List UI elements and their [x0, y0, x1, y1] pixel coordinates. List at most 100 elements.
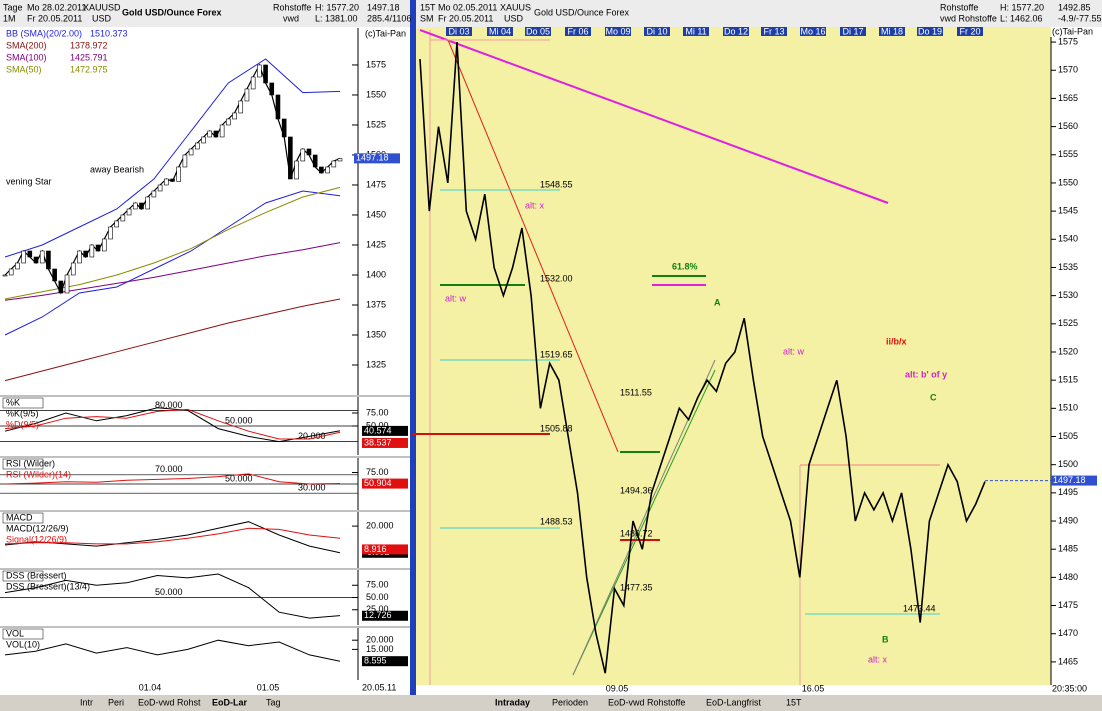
candle: [331, 160, 337, 168]
candle: [232, 112, 237, 120]
level-label: 50.000: [225, 415, 253, 425]
header-text: Rohstoffe: [273, 2, 311, 12]
y-tick-label: 50.00: [366, 592, 389, 602]
date-label: 01.05: [257, 682, 280, 692]
y-tick-label: 75.00: [366, 467, 389, 477]
series-name: Signal(12/26/9): [6, 534, 67, 544]
annotation: alt: x: [525, 200, 545, 210]
candle: [70, 262, 76, 276]
y-tick-label: 25.00: [366, 604, 389, 614]
band-upper: [4, 58, 341, 258]
series-name: %D(9/5): [6, 419, 39, 429]
day-box: [917, 27, 943, 36]
series-name: VOL(10): [6, 639, 40, 649]
candle: [176, 166, 182, 182]
y-tick-label: 1495: [1058, 487, 1078, 497]
right-axis: [1051, 27, 1102, 685]
y-tick-label: 1425: [366, 239, 386, 249]
annotation: 1532.00: [540, 273, 573, 283]
legend-name: SMA(100): [6, 52, 47, 62]
header-text: Fr 20.05.2011: [438, 13, 493, 23]
candle: [312, 154, 318, 168]
value-tag-label: 1497.18: [1053, 475, 1086, 485]
y-tick-label: 1505: [1058, 431, 1078, 441]
candle: [39, 250, 45, 264]
header-text: XAUUSD: [83, 2, 121, 12]
candle: [226, 118, 231, 126]
annotation: 1477.35: [620, 582, 653, 592]
candle: [64, 274, 70, 294]
header-text: Mo 02.05.2011: [438, 2, 497, 12]
day-label: Do 05: [526, 26, 550, 36]
y-tick-label: 1555: [1058, 149, 1078, 159]
candle: [27, 250, 33, 258]
splitter: [410, 0, 416, 695]
y-tick-label: 50.00: [366, 420, 389, 430]
day-label: Mi 04: [489, 26, 511, 36]
date-label: 20.05.11: [362, 682, 396, 692]
candle: [207, 130, 213, 138]
fan-line: [572, 369, 716, 676]
day-box: [487, 27, 513, 36]
level-label: 70.000: [155, 464, 183, 474]
panel-title: %K: [6, 397, 20, 407]
trendline: [447, 39, 619, 453]
day-box: [525, 27, 551, 36]
candle: [101, 238, 107, 252]
candle: [46, 250, 51, 270]
y-tick-label: 20.000: [366, 635, 394, 645]
tab: EoD-Langfrist: [706, 697, 762, 707]
panel-title: VOL: [6, 628, 24, 638]
value-tag: [362, 610, 408, 621]
annotation: 61.8%: [672, 261, 698, 271]
annotation: 1519.65: [540, 349, 573, 359]
day-box: [761, 27, 787, 36]
header-text: H: 1577.20: [1000, 2, 1044, 12]
right-plot: [416, 27, 1051, 685]
day-label: Fr 20: [959, 26, 980, 36]
panel-title: MACD: [6, 512, 33, 522]
header-text: SM: [420, 13, 434, 23]
candle: [108, 226, 113, 240]
legend-name: SMA(50): [6, 64, 42, 74]
candle: [238, 100, 244, 114]
candle: [89, 244, 95, 258]
day-label: Do 12: [724, 26, 748, 36]
header-text: L: 1462.06: [1000, 13, 1043, 23]
candle: [244, 88, 250, 102]
tab: EoD-Lar: [212, 697, 248, 707]
date-label: 16.05: [802, 683, 825, 693]
header-text: H: 1577.20: [315, 2, 359, 12]
value-tag: [362, 437, 408, 448]
candle: [145, 196, 150, 210]
band-lower: [4, 190, 341, 336]
header-text: Tage: [3, 2, 23, 12]
y-tick-label: 1550: [1058, 177, 1078, 187]
candle: [15, 262, 20, 270]
day-box: [879, 27, 905, 36]
y-tick-label: 1510: [1058, 403, 1078, 413]
panel-title-box: [2, 628, 44, 640]
candle: [83, 250, 88, 258]
day-label: Mi 18: [881, 26, 903, 36]
annotation: alt: b' of y: [905, 369, 947, 379]
panel-title-box: [2, 397, 44, 409]
y-tick-label: 20.000: [366, 520, 394, 530]
day-box: [644, 27, 670, 36]
indicator-line: [4, 473, 341, 485]
annotation: 1488.53: [540, 516, 573, 526]
candle: [52, 268, 57, 282]
candle: [188, 148, 194, 156]
left-window: [0, 0, 410, 695]
header-text: Mo 28.02.2011: [27, 2, 86, 12]
annotation: 1494.36: [620, 485, 653, 495]
candle: [21, 250, 26, 264]
legend-value: 1378.972: [70, 40, 108, 50]
candle: [294, 160, 299, 180]
day-label: Di 03: [448, 26, 469, 36]
y-tick-label: 1570: [1058, 65, 1078, 75]
value-tag-label: 12.726: [364, 610, 392, 620]
candle: [275, 94, 281, 120]
annotation: 1505.88: [540, 423, 573, 433]
